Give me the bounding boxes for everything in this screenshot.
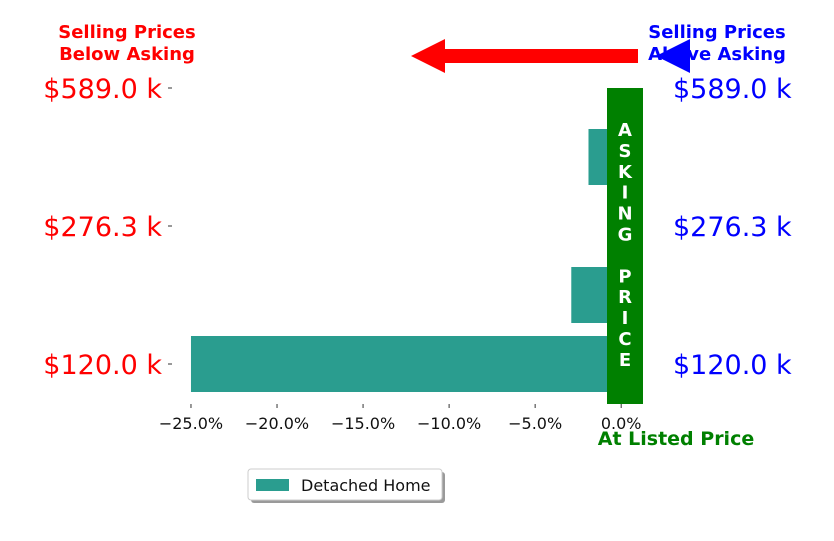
asking-letter-8: R [618, 287, 632, 308]
left-header-line2: Below Asking [59, 44, 195, 65]
right-tick-label-0: $120.0 k [673, 350, 792, 381]
bar-0-0 [190, 336, 622, 392]
asking-letter-10: C [618, 329, 631, 350]
right-tick-labels: $120.0 k $276.3 k $589.0 k [673, 74, 792, 381]
left-header-line1: Selling Prices [58, 22, 195, 43]
asking-letter-5: G [618, 225, 633, 246]
x-tick-label-4: −5.0% [508, 414, 562, 433]
left-tick-labels: $120.0 k $276.3 k $589.0 k [43, 74, 172, 381]
asking-letter-7: P [618, 266, 631, 287]
at-listed-price-label: At Listed Price [598, 428, 754, 450]
x-tick-label-0: −25.0% [159, 414, 223, 433]
right-tick-label-2: $276.3 k [673, 212, 792, 243]
asking-letter-1: S [619, 141, 632, 162]
right-header-line2: Above Asking [648, 44, 786, 65]
x-axis: −25.0% −20.0% −15.0% −10.0% −5.0% 0.0% [159, 404, 642, 433]
legend-label: Detached Home [301, 476, 431, 495]
asking-letter-3: I [622, 183, 629, 204]
legend: Detached Home [247, 468, 445, 503]
left-tick-label-2: $276.3 k [43, 212, 162, 243]
x-tick-label-2: −15.0% [331, 414, 395, 433]
asking-letter-0: A [618, 120, 632, 141]
left-arrow [411, 39, 638, 73]
left-tick-label-0: $120.0 k [43, 350, 162, 381]
bars-layer [190, 129, 641, 392]
legend-swatch [256, 479, 289, 491]
right-tick-label-4: $589.0 k [673, 74, 792, 105]
x-tick-label-5: 0.0% [601, 414, 642, 433]
asking-letter-2: K [618, 162, 633, 183]
asking-letter-11: E [619, 350, 631, 371]
x-tick-label-3: −10.0% [417, 414, 481, 433]
asking-letter-9: I [622, 308, 629, 329]
x-tick-label-1: −20.0% [245, 414, 309, 433]
left-tick-label-4: $589.0 k [43, 74, 162, 105]
asking-letter-4: N [617, 204, 632, 225]
right-arrow [656, 39, 690, 73]
asking-price-band [607, 88, 643, 404]
right-header-line1: Selling Prices [648, 22, 785, 43]
